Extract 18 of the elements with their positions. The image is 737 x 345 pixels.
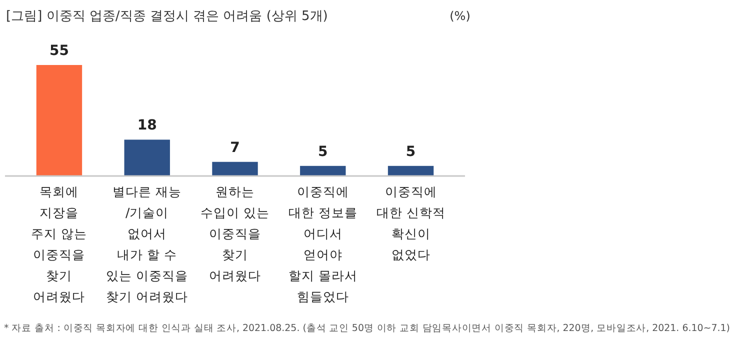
chart-title: [그림] 이중직 업종/직종 결정시 겪은 어려움 (상위 5개)	[6, 9, 328, 24]
data-label: 18	[137, 118, 157, 134]
bar	[212, 162, 258, 176]
x-tick-label: 별다른 재능 /기술이 없어서 내가 할 수 있는 이중직을 찾기 어려웠다	[106, 184, 188, 304]
data-label: 55	[49, 43, 69, 59]
bar	[300, 166, 346, 176]
bar	[124, 140, 170, 176]
x-tick-label: 목회에 지장을 주지 않는 이중직을 찾기 어려웠다	[31, 184, 88, 304]
x-tick-label: 이중직에 대한 정보를 어디서 얻어야 할지 몰라서 힘들었다	[288, 184, 358, 304]
data-label: 5	[406, 144, 416, 160]
data-label: 7	[230, 140, 240, 156]
x-tick-label: 원하는 수입이 있는 이중직을 찾기 어려웠다	[200, 184, 270, 283]
x-tick-label: 이중직에 대한 신학적 확신이 없었다	[376, 184, 446, 262]
bar	[388, 166, 434, 176]
text: * 자료 출처 : 이중직 목회자에 대한 인식과 실태 조사, 2021.08.25. (출석 교인 50명 이하 교회 담임목사이면서 이중직 목회자, 220명, 모바일조사, 2021. 6.10~7.1)	[4, 323, 737, 334]
bar	[36, 65, 82, 176]
data-label: 5	[318, 144, 328, 160]
y-axis-title: (%)	[450, 9, 470, 23]
